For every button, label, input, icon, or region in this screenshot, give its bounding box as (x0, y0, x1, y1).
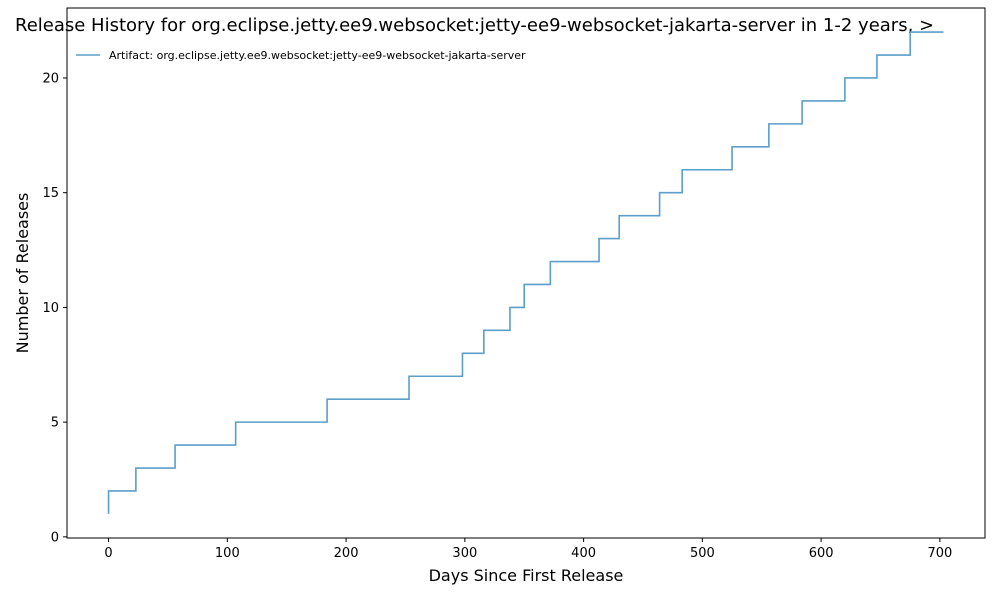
y-tick-label: 20 (42, 71, 59, 86)
x-tick-label: 700 (927, 546, 952, 561)
legend-label: Artifact: org.eclipse.jetty.ee9.websocke… (109, 49, 526, 62)
series-line (107, 31, 944, 514)
x-tick-label: 300 (452, 546, 477, 561)
x-axis-ticks: 0 100 200 300 400 500 600 700 (104, 538, 952, 561)
plot-area (66, 7, 986, 539)
chart-title: Release History for org.eclipse.jetty.ee… (15, 15, 934, 36)
y-tick-label: 10 (42, 301, 59, 316)
y-axis-ticks: 0 5 10 15 20 (42, 71, 67, 545)
x-axis-label: Days Since First Release (429, 566, 624, 585)
x-tick-label: 0 (104, 546, 112, 561)
y-axis-label: Number of Releases (13, 193, 32, 354)
x-tick-label: 400 (571, 546, 596, 561)
legend: Artifact: org.eclipse.jetty.ee9.websocke… (76, 49, 526, 62)
y-tick-label: 0 (51, 530, 59, 545)
x-tick-label: 200 (334, 546, 359, 561)
y-tick-label: 15 (42, 186, 59, 201)
x-tick-label: 600 (809, 546, 834, 561)
x-tick-label: 500 (690, 546, 715, 561)
y-tick-label: 5 (51, 416, 59, 431)
x-tick-label: 100 (215, 546, 240, 561)
